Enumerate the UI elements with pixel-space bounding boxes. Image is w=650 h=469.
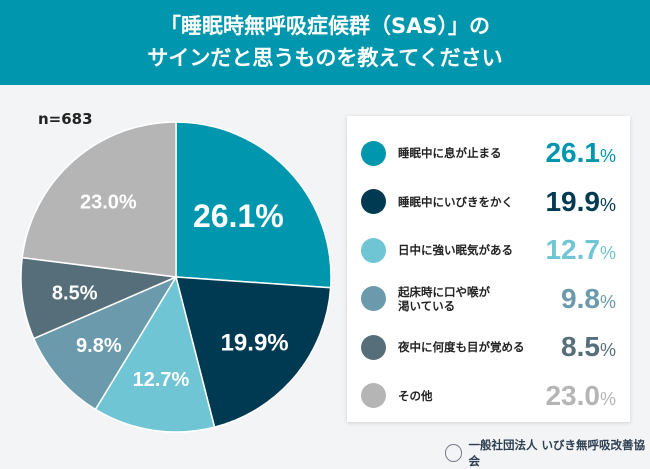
legend-swatch: [361, 286, 386, 311]
legend-swatch: [361, 334, 386, 360]
legend: 睡眠中に息が止まる 26.1% 睡眠中にいびきをかく 19.9% 日中に強い眠気がある 1…: [347, 116, 630, 422]
slice-label: 9.8%: [76, 335, 122, 357]
legend-label: 睡眠中にいびきをかく: [398, 194, 513, 209]
organization-name: 一般社団法人 いびき無呼吸改善協会: [468, 438, 645, 468]
legend-value: 23.0%: [545, 379, 616, 411]
legend-label: 夜中に何度も目が覚める: [398, 340, 525, 354]
legend-swatch: [361, 189, 386, 214]
legend-value: 9.8%: [561, 282, 616, 314]
legend-value: 26.1%: [545, 137, 616, 168]
pie-chart: 26.1% 19.9% 12.7% 9.8% 8.5% 23.0%: [20, 121, 332, 433]
legend-value: 12.7%: [545, 234, 616, 265]
legend-swatch: [361, 383, 386, 408]
legend-item: 夜中に何度も目が覚める 8.5%: [347, 322, 630, 372]
pie-slice: [175, 276, 332, 429]
footer: 一般社団法人 いびき無呼吸改善協会: [445, 437, 650, 469]
legend-item: 睡眠中に息が止まる 26.1%: [347, 128, 630, 178]
slice-label: 23.0%: [80, 191, 137, 213]
title-line-1: 「睡眠時無呼吸症候群（SAS）」の: [159, 14, 490, 38]
legend-swatch: [361, 237, 386, 263]
title-line-2: サインだと思うものを教えてください: [147, 46, 503, 70]
legend-item: 睡眠中にいびきをかく 19.9%: [347, 177, 630, 227]
legend-value: 8.5%: [561, 331, 616, 362]
legend-swatch: [361, 140, 386, 166]
legend-item: 起床時に口や喉が 渇いている 9.8%: [347, 274, 630, 324]
chart-title: 「睡眠時無呼吸症候群（SAS）」の サインだと思うものを教えてください: [0, 0, 650, 85]
organization-logo: [445, 444, 463, 462]
legend-label: 起床時に口や喉が 渇いている: [398, 284, 490, 313]
legend-label: その他: [398, 388, 433, 403]
pie-slice: [21, 121, 177, 278]
pie-slice: [32, 275, 178, 411]
slice-label: 19.9%: [221, 329, 289, 356]
slice-label: 12.7%: [133, 369, 190, 391]
slice-label: 26.1%: [193, 198, 284, 234]
pie-slice: [175, 121, 332, 289]
legend-value: 19.9%: [545, 185, 616, 217]
sample-size: n=683: [38, 110, 93, 128]
legend-label: 睡眠中に息が止まる: [398, 146, 502, 160]
legend-label: 日中に強い眠気がある: [398, 243, 513, 257]
slice-label: 8.5%: [52, 282, 98, 304]
legend-item: その他 23.0%: [347, 371, 630, 421]
pie-slice: [94, 275, 216, 433]
legend-item: 日中に強い眠気がある 12.7%: [347, 225, 630, 275]
